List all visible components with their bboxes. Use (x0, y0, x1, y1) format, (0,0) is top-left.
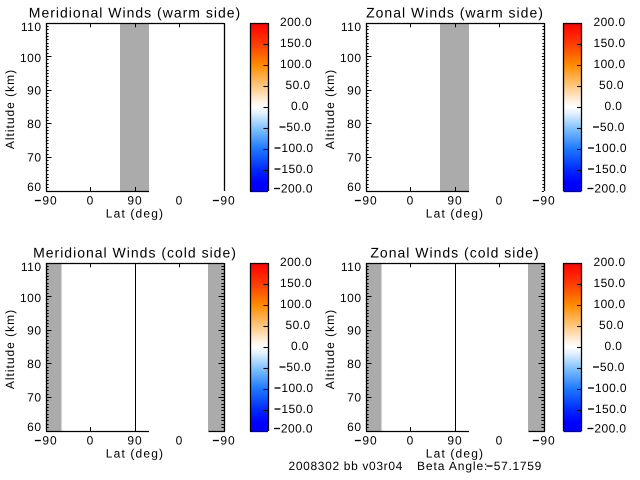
svg-text:−50.0: −50.0 (593, 360, 625, 374)
svg-text:2008302 bb v03r04: 2008302 bb v03r04 (289, 459, 403, 473)
svg-text:Altitude (km): Altitude (km) (323, 69, 337, 149)
svg-text:110: 110 (341, 260, 362, 274)
svg-text:70: 70 (347, 151, 361, 165)
svg-text:80: 80 (27, 357, 41, 371)
svg-text:0: 0 (496, 433, 504, 447)
svg-text:−100.0: −100.0 (588, 141, 627, 155)
svg-text:0: 0 (176, 433, 184, 447)
svg-text:200.0: 200.0 (594, 255, 626, 269)
svg-text:−90: −90 (532, 193, 555, 207)
svg-text:100: 100 (340, 291, 362, 305)
svg-text:70: 70 (347, 391, 361, 405)
svg-text:100.0: 100.0 (280, 297, 312, 311)
svg-text:Zonal Winds (cold side): Zonal Winds (cold side) (370, 245, 539, 261)
svg-text:60: 60 (27, 180, 41, 194)
svg-text:−50.0: −50.0 (279, 360, 311, 374)
svg-text:100: 100 (340, 51, 362, 65)
svg-text:90: 90 (27, 323, 41, 337)
svg-text:−90: −90 (212, 193, 235, 207)
svg-text:200.0: 200.0 (594, 15, 626, 29)
svg-text:0: 0 (407, 193, 415, 207)
svg-text:−90: −90 (354, 193, 377, 207)
svg-text:0.0: 0.0 (605, 99, 623, 113)
svg-text:150.0: 150.0 (594, 36, 626, 50)
svg-text:Altitude (km): Altitude (km) (3, 69, 17, 149)
svg-text:Lat (deg): Lat (deg) (426, 446, 484, 460)
svg-text:0.0: 0.0 (291, 339, 309, 353)
svg-text:90: 90 (447, 193, 462, 207)
svg-text:−50.0: −50.0 (279, 120, 311, 134)
svg-text:90: 90 (447, 433, 462, 447)
svg-text:−200.0: −200.0 (587, 422, 626, 436)
svg-text:0: 0 (87, 433, 95, 447)
svg-text:Beta Angle:: Beta Angle: (417, 459, 488, 473)
svg-text:50.0: 50.0 (286, 318, 311, 332)
svg-text:200.0: 200.0 (280, 15, 312, 29)
svg-text:−150.0: −150.0 (274, 162, 313, 176)
svg-text:150.0: 150.0 (594, 276, 626, 290)
svg-text:0: 0 (407, 433, 415, 447)
svg-text:Lat (deg): Lat (deg) (106, 206, 164, 220)
svg-text:0.0: 0.0 (291, 99, 309, 113)
svg-text:0: 0 (176, 193, 184, 207)
svg-text:Zonal Winds (warm side): Zonal Winds (warm side) (366, 5, 544, 21)
svg-text:60: 60 (347, 420, 361, 434)
svg-text:70: 70 (27, 391, 41, 405)
svg-text:90: 90 (347, 83, 361, 97)
svg-text:60: 60 (27, 420, 41, 434)
svg-text:Altitude (km): Altitude (km) (3, 309, 17, 389)
svg-text:Meridional Winds (cold side): Meridional Winds (cold side) (33, 245, 237, 261)
svg-text:−90: −90 (34, 193, 57, 207)
svg-text:50.0: 50.0 (599, 318, 624, 332)
svg-text:80: 80 (347, 117, 361, 131)
svg-text:100: 100 (20, 51, 42, 65)
svg-text:−50.0: −50.0 (593, 120, 625, 134)
svg-text:Lat (deg): Lat (deg) (426, 206, 484, 220)
svg-text:80: 80 (347, 357, 361, 371)
svg-text:50.0: 50.0 (286, 78, 311, 92)
svg-text:−90: −90 (34, 433, 57, 447)
svg-text:−90: −90 (212, 433, 235, 447)
svg-text:90: 90 (347, 323, 361, 337)
svg-text:−100.0: −100.0 (274, 141, 313, 155)
svg-text:70: 70 (27, 151, 41, 165)
svg-text:−150.0: −150.0 (588, 402, 627, 416)
svg-text:Altitude (km): Altitude (km) (323, 309, 337, 389)
svg-text:0.0: 0.0 (605, 339, 623, 353)
svg-text:Lat (deg): Lat (deg) (106, 446, 164, 460)
svg-text:−90: −90 (532, 433, 555, 447)
svg-text:−90: −90 (354, 433, 377, 447)
svg-text:50.0: 50.0 (599, 78, 624, 92)
svg-text:90: 90 (127, 433, 142, 447)
svg-text:Meridional Winds (warm side): Meridional Winds (warm side) (29, 5, 241, 21)
svg-text:100.0: 100.0 (594, 297, 626, 311)
svg-text:−100.0: −100.0 (588, 381, 627, 395)
svg-text:110: 110 (341, 20, 362, 34)
svg-text:0: 0 (87, 193, 95, 207)
svg-text:100.0: 100.0 (594, 57, 626, 71)
svg-text:150.0: 150.0 (280, 276, 312, 290)
svg-text:−150.0: −150.0 (274, 402, 313, 416)
svg-text:−200.0: −200.0 (274, 422, 313, 436)
svg-text:150.0: 150.0 (280, 36, 312, 50)
svg-text:100.0: 100.0 (280, 57, 312, 71)
svg-text:60: 60 (347, 180, 361, 194)
svg-text:−100.0: −100.0 (274, 381, 313, 395)
svg-text:100: 100 (20, 291, 42, 305)
svg-text:−150.0: −150.0 (588, 162, 627, 176)
svg-text:200.0: 200.0 (280, 255, 312, 269)
svg-text:−200.0: −200.0 (274, 182, 313, 196)
svg-text:110: 110 (21, 260, 42, 274)
svg-text:−200.0: −200.0 (587, 182, 626, 196)
svg-text:90: 90 (127, 193, 142, 207)
svg-text:90: 90 (27, 83, 41, 97)
svg-text:−57.1759: −57.1759 (486, 459, 542, 473)
svg-text:0: 0 (496, 193, 504, 207)
svg-text:80: 80 (27, 117, 41, 131)
svg-text:110: 110 (21, 20, 42, 34)
